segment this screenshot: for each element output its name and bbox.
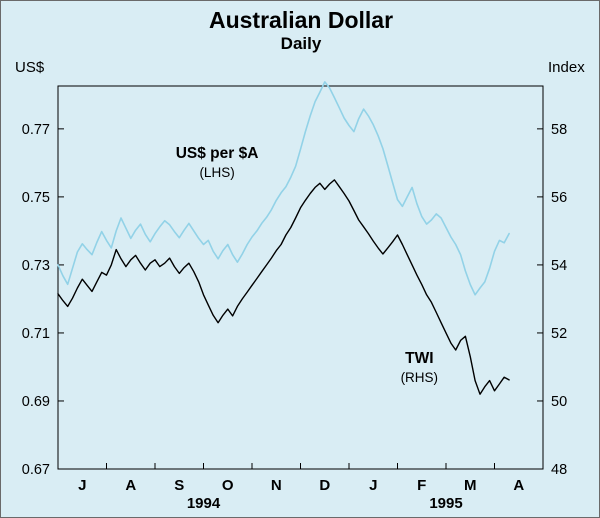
left-axis-tick-label: 0.69 [22, 394, 50, 410]
x-axis-month-label: D [319, 477, 330, 494]
chart-subtitle: Daily [280, 34, 322, 53]
right-axis-tick-label: 54 [551, 258, 567, 274]
right-axis-tick-label: 56 [551, 190, 567, 206]
left-axis-unit-label: US$ [15, 59, 45, 76]
series-annotation-label: TWI [405, 350, 433, 367]
x-axis-year-label: 1995 [429, 495, 462, 512]
right-axis-tick-label: 48 [551, 462, 567, 478]
x-axis-month-label: J [369, 477, 377, 494]
series-annotation-label: US$ per $A [176, 145, 259, 162]
x-axis-month-label: O [222, 477, 234, 494]
chart-title: Australian Dollar [208, 7, 394, 33]
left-axis-tick-label: 0.77 [22, 122, 50, 138]
left-axis-tick-label: 0.71 [22, 326, 50, 342]
x-axis-month-label: A [513, 477, 524, 494]
left-axis-tick-label: 0.75 [22, 190, 50, 206]
x-axis-month-label: F [417, 477, 426, 494]
left-axis-tick-label: 0.73 [22, 258, 50, 274]
left-axis-tick-label: 0.67 [22, 462, 50, 478]
x-axis-month-label: S [174, 477, 184, 494]
series-line-us-per-a [57, 81, 510, 296]
right-axis-tick-label: 58 [551, 122, 567, 138]
x-axis-month-label: A [125, 477, 136, 494]
right-axis-tick-label: 50 [551, 394, 567, 410]
x-axis-month-label: J [78, 477, 86, 494]
right-axis-tick-label: 52 [551, 326, 567, 342]
plot-frame [57, 85, 544, 470]
x-axis-month-label: M [464, 477, 477, 494]
series-annotation-sublabel: (RHS) [401, 370, 439, 385]
x-axis-year-label: 1994 [187, 495, 221, 512]
series-line-twi [57, 179, 510, 395]
series-annotation-sublabel: (LHS) [199, 165, 234, 180]
right-axis-unit-label: Index [548, 59, 585, 76]
x-axis-month-label: N [271, 477, 282, 494]
